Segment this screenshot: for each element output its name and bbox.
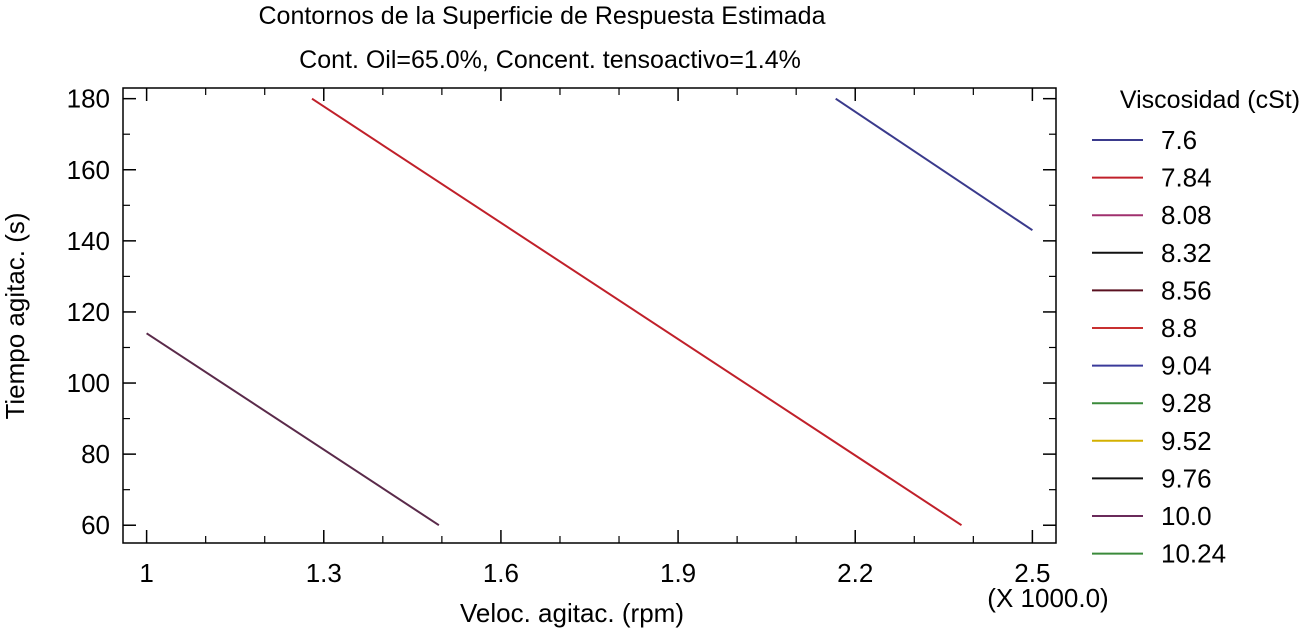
legend-label: 7.84 (1161, 163, 1212, 193)
y-tick-label: 80 (81, 439, 110, 469)
legend-label: 10.0 (1161, 501, 1212, 531)
plot-frame (122, 87, 1057, 544)
legend-label: 9.52 (1161, 426, 1212, 456)
legend: 7.6 7.84 8.08 8.32 8.56 8.8 9.04 9.28 9.52 9.76 10… (1092, 125, 1226, 569)
legend-label: 10.24 (1161, 539, 1226, 569)
y-tick-label: 120 (67, 297, 110, 327)
chart-title: Contornos de la Superficie de Respuesta … (259, 2, 826, 30)
legend-label: 9.04 (1161, 351, 1212, 381)
y-tick-label: 100 (67, 368, 110, 398)
axes: 1 1.3 1.6 1.9 2.2 2.5 60 80 100 120 140 160 180 (67, 84, 1057, 588)
legend-label: 8.56 (1161, 275, 1212, 305)
y-tick-label: 180 (67, 84, 110, 114)
legend-label: 8.8 (1161, 313, 1197, 343)
contour-line-7-6 (835, 97, 1033, 232)
plot-area (146, 97, 1033, 527)
legend-label: 7.6 (1161, 125, 1197, 155)
x-tick-label: 1.3 (306, 558, 342, 588)
legend-label: 8.32 (1161, 238, 1212, 268)
legend-title: Viscosidad (cSt) (1120, 86, 1300, 114)
contour-line-10-0 (146, 332, 440, 527)
y-tick-label: 60 (81, 510, 110, 540)
chart-subtitle: Cont. Oil=65.0%, Concent. tensoactivo=1.… (299, 46, 801, 74)
x-axis-title: Veloc. agitac. (rpm) (460, 598, 684, 628)
x-tick-label: 1.6 (483, 558, 519, 588)
x-tick-label: 1.9 (660, 558, 696, 588)
legend-label: 8.08 (1161, 200, 1212, 230)
y-tick-label: 140 (67, 226, 110, 256)
x-axis-multiplier: (X 1000.0) (987, 583, 1108, 613)
legend-label: 9.28 (1161, 388, 1212, 418)
y-tick-label: 160 (67, 155, 110, 185)
x-tick-label: 2.5 (1014, 558, 1050, 588)
y-axis-title: Tiempo agitac. (s) (0, 212, 30, 419)
x-tick-label: 2.2 (837, 558, 873, 588)
contour-line-8-8 (311, 97, 963, 527)
x-tick-label: 1 (139, 558, 153, 588)
legend-label: 9.76 (1161, 463, 1212, 493)
